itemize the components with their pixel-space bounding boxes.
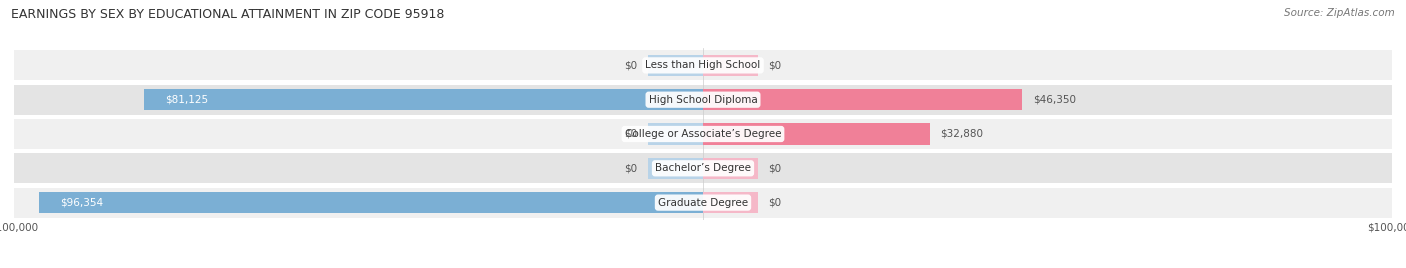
Bar — [648, 158, 703, 179]
Text: $0: $0 — [624, 163, 637, 173]
Text: Less than High School: Less than High School — [645, 60, 761, 70]
Text: $0: $0 — [769, 163, 782, 173]
Text: $96,354: $96,354 — [60, 198, 103, 208]
Text: $0: $0 — [769, 60, 782, 70]
Bar — [648, 123, 703, 145]
Bar — [39, 192, 703, 213]
Bar — [14, 188, 1392, 218]
Text: EARNINGS BY SEX BY EDUCATIONAL ATTAINMENT IN ZIP CODE 95918: EARNINGS BY SEX BY EDUCATIONAL ATTAINMEN… — [11, 8, 444, 21]
Bar — [703, 89, 1022, 110]
Bar — [703, 123, 929, 145]
Text: $46,350: $46,350 — [1032, 95, 1076, 105]
Bar — [648, 55, 703, 76]
Bar — [703, 158, 758, 179]
Text: $81,125: $81,125 — [165, 95, 208, 105]
Text: $32,880: $32,880 — [939, 129, 983, 139]
Bar — [14, 50, 1392, 80]
Bar — [143, 89, 703, 110]
Text: High School Diploma: High School Diploma — [648, 95, 758, 105]
Text: $0: $0 — [624, 60, 637, 70]
Text: Source: ZipAtlas.com: Source: ZipAtlas.com — [1284, 8, 1395, 18]
Bar — [14, 119, 1392, 149]
Bar — [703, 55, 758, 76]
Text: $0: $0 — [624, 129, 637, 139]
Bar — [14, 153, 1392, 183]
Text: College or Associate’s Degree: College or Associate’s Degree — [624, 129, 782, 139]
Text: $0: $0 — [769, 198, 782, 208]
Bar — [14, 85, 1392, 115]
Text: Graduate Degree: Graduate Degree — [658, 198, 748, 208]
Bar — [703, 192, 758, 213]
Text: Bachelor’s Degree: Bachelor’s Degree — [655, 163, 751, 173]
